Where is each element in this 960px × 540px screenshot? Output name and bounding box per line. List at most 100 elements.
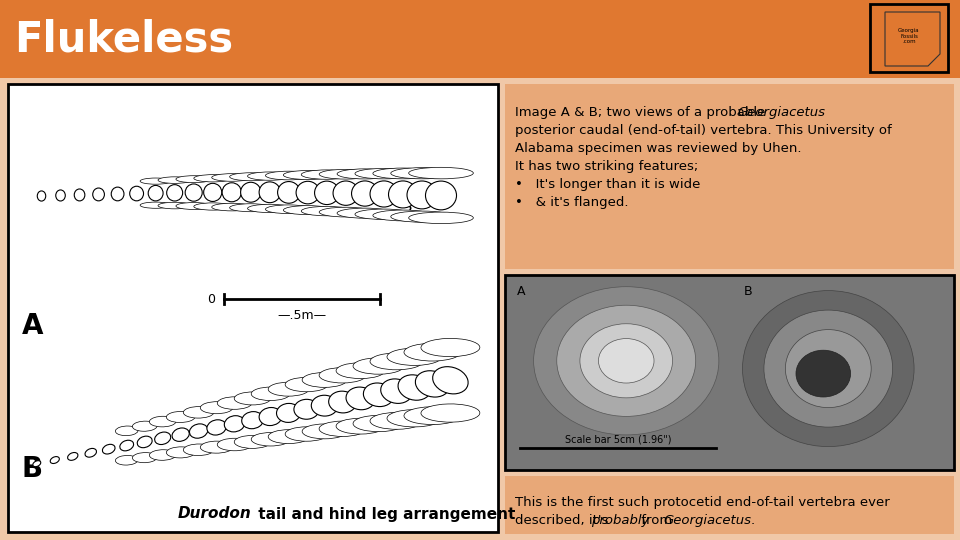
Text: A: A bbox=[517, 285, 525, 298]
Ellipse shape bbox=[285, 377, 328, 392]
Ellipse shape bbox=[259, 408, 282, 426]
Bar bbox=[505, 476, 954, 534]
Ellipse shape bbox=[242, 411, 263, 429]
Ellipse shape bbox=[319, 368, 366, 383]
Bar bbox=[870, 4, 948, 72]
Ellipse shape bbox=[557, 305, 696, 416]
Ellipse shape bbox=[115, 426, 138, 436]
Ellipse shape bbox=[328, 391, 356, 413]
Ellipse shape bbox=[225, 416, 245, 432]
Ellipse shape bbox=[742, 291, 914, 447]
Ellipse shape bbox=[372, 168, 433, 179]
Ellipse shape bbox=[172, 428, 189, 441]
Text: ⌇: ⌇ bbox=[405, 195, 415, 214]
Ellipse shape bbox=[277, 181, 300, 203]
Ellipse shape bbox=[120, 440, 133, 451]
Ellipse shape bbox=[212, 203, 252, 211]
Ellipse shape bbox=[166, 447, 195, 458]
Ellipse shape bbox=[248, 204, 292, 213]
Ellipse shape bbox=[212, 174, 252, 181]
Ellipse shape bbox=[391, 167, 453, 179]
Ellipse shape bbox=[37, 191, 46, 201]
Text: This is the first such protocetid end-of-tail vertebra ever: This is the first such protocetid end-of… bbox=[515, 496, 890, 509]
Ellipse shape bbox=[283, 206, 332, 215]
Ellipse shape bbox=[67, 453, 78, 460]
Text: from: from bbox=[637, 514, 677, 527]
Text: Georgiacetus: Georgiacetus bbox=[663, 514, 751, 527]
Bar bbox=[0, 0, 960, 78]
Ellipse shape bbox=[337, 208, 393, 218]
Text: 0: 0 bbox=[207, 293, 216, 306]
Ellipse shape bbox=[241, 183, 261, 202]
Text: posterior caudal (end-of-tail) vertebra. This University of: posterior caudal (end-of-tail) vertebra.… bbox=[515, 124, 892, 137]
Ellipse shape bbox=[580, 324, 673, 398]
Bar bbox=[505, 84, 954, 269]
Ellipse shape bbox=[355, 168, 413, 179]
Ellipse shape bbox=[259, 182, 280, 202]
Ellipse shape bbox=[111, 187, 124, 201]
Ellipse shape bbox=[33, 461, 40, 467]
Ellipse shape bbox=[217, 438, 252, 451]
Ellipse shape bbox=[387, 348, 442, 366]
Ellipse shape bbox=[534, 287, 719, 435]
Ellipse shape bbox=[234, 435, 271, 448]
Ellipse shape bbox=[115, 455, 138, 465]
Ellipse shape bbox=[333, 181, 359, 205]
Text: Georgia
Fossils
.com: Georgia Fossils .com bbox=[899, 28, 920, 44]
Ellipse shape bbox=[398, 375, 431, 400]
Ellipse shape bbox=[353, 358, 404, 374]
Ellipse shape bbox=[248, 172, 292, 180]
Ellipse shape bbox=[155, 432, 171, 444]
Ellipse shape bbox=[409, 167, 473, 179]
Ellipse shape bbox=[183, 444, 214, 456]
Ellipse shape bbox=[93, 188, 105, 201]
Ellipse shape bbox=[598, 339, 654, 383]
Ellipse shape bbox=[785, 329, 871, 408]
Ellipse shape bbox=[296, 181, 320, 204]
Ellipse shape bbox=[268, 382, 309, 396]
Ellipse shape bbox=[301, 170, 352, 179]
Ellipse shape bbox=[85, 448, 97, 457]
Ellipse shape bbox=[311, 395, 338, 416]
Ellipse shape bbox=[404, 407, 461, 424]
Ellipse shape bbox=[285, 427, 328, 441]
Ellipse shape bbox=[336, 363, 385, 379]
Ellipse shape bbox=[276, 403, 300, 422]
Ellipse shape bbox=[56, 190, 65, 201]
Ellipse shape bbox=[319, 207, 372, 217]
Ellipse shape bbox=[194, 174, 231, 182]
Ellipse shape bbox=[150, 416, 176, 427]
Ellipse shape bbox=[364, 383, 394, 407]
Ellipse shape bbox=[337, 169, 393, 179]
Text: Durodon: Durodon bbox=[178, 507, 251, 522]
Ellipse shape bbox=[137, 436, 152, 448]
Text: It has two striking features;: It has two striking features; bbox=[515, 160, 698, 173]
Ellipse shape bbox=[319, 421, 366, 436]
Bar bbox=[0, 78, 960, 540]
Ellipse shape bbox=[319, 170, 372, 179]
Text: Alabama specimen was reviewed by Uhen.: Alabama specimen was reviewed by Uhen. bbox=[515, 142, 802, 155]
Ellipse shape bbox=[315, 181, 339, 205]
Text: A: A bbox=[22, 312, 43, 340]
Ellipse shape bbox=[372, 210, 433, 221]
Ellipse shape bbox=[302, 373, 347, 387]
Ellipse shape bbox=[166, 411, 195, 422]
Ellipse shape bbox=[176, 202, 211, 210]
Ellipse shape bbox=[391, 211, 453, 222]
Text: tail and hind leg arrangement: tail and hind leg arrangement bbox=[253, 507, 516, 522]
Bar bbox=[8, 84, 498, 532]
Ellipse shape bbox=[416, 371, 449, 397]
Text: Image A & B; two views of a probable: Image A & B; two views of a probable bbox=[515, 106, 770, 119]
Ellipse shape bbox=[150, 450, 176, 460]
Text: .: . bbox=[751, 514, 756, 527]
Text: Flukeless: Flukeless bbox=[14, 18, 233, 60]
Bar bbox=[505, 275, 954, 470]
Ellipse shape bbox=[185, 184, 203, 201]
Ellipse shape bbox=[409, 212, 473, 224]
Ellipse shape bbox=[229, 173, 272, 181]
Ellipse shape bbox=[222, 183, 241, 202]
Ellipse shape bbox=[132, 421, 157, 431]
Polygon shape bbox=[885, 12, 940, 66]
Ellipse shape bbox=[370, 413, 423, 429]
Ellipse shape bbox=[103, 444, 115, 454]
